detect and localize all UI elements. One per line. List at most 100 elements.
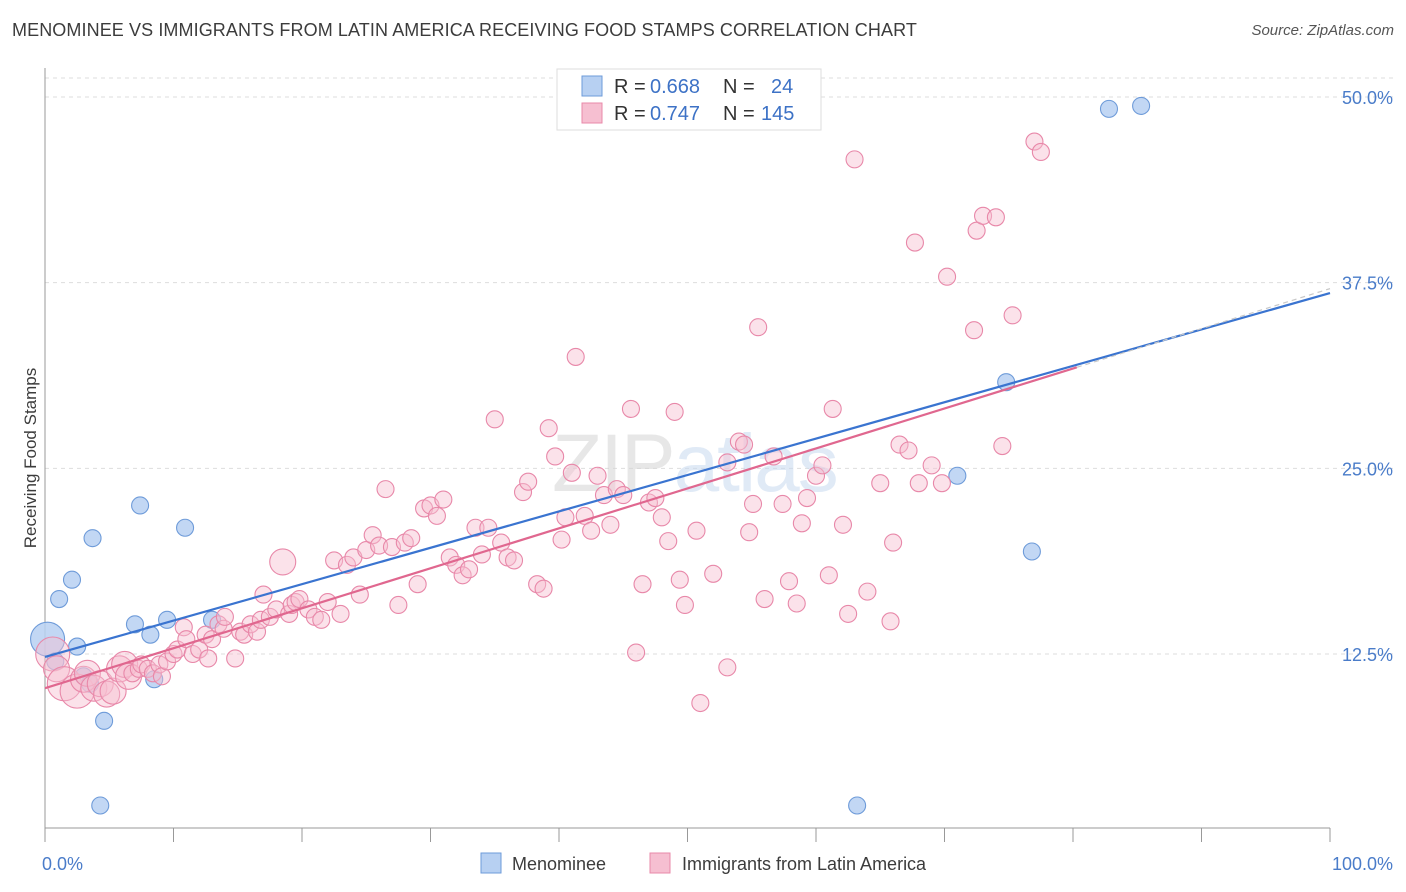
legend-label-latin-america: Immigrants from Latin America	[682, 854, 927, 874]
point-latin-america-97	[621, 399, 641, 418]
point-latin-america-139	[922, 456, 941, 475]
point-latin-america-126	[819, 566, 838, 585]
point-latin-america-131	[858, 582, 877, 601]
point-latin-america-148	[1025, 132, 1044, 151]
y-tick-labels: 12.5% 25.0% 37.5% 50.0%	[1342, 88, 1393, 665]
point-latin-america-138	[909, 474, 928, 493]
point-latin-america-81	[519, 472, 538, 491]
y-axis-label: Receiving Food Stamps	[21, 368, 40, 548]
point-latin-america-76	[485, 410, 504, 429]
point-latin-america-88	[562, 463, 581, 482]
point-latin-america-55	[350, 585, 369, 604]
point-latin-america-135	[890, 435, 909, 454]
point-latin-america-109	[704, 564, 723, 583]
source-label: Source: ZipAtlas.com	[1251, 22, 1394, 39]
point-latin-america-40	[260, 607, 279, 626]
point-latin-america-104	[665, 402, 684, 421]
point-latin-america-130	[845, 150, 864, 169]
point-latin-america-133	[881, 612, 900, 631]
point-menominee-22	[1132, 96, 1151, 115]
point-menominee-17	[848, 796, 867, 815]
y-tick-label-2: 37.5%	[1342, 274, 1393, 294]
point-latin-america-32	[215, 607, 234, 626]
trend-line-latin-america-extension	[1076, 288, 1331, 368]
point-latin-america-61	[389, 595, 408, 615]
point-menominee-8	[95, 711, 114, 730]
point-latin-america-117	[755, 589, 774, 609]
point-latin-america-99	[633, 575, 652, 594]
point-latin-america-132	[871, 474, 890, 493]
point-menominee-7	[83, 529, 102, 548]
point-latin-america-120	[779, 572, 799, 591]
point-latin-america-9	[99, 677, 127, 705]
point-latin-america-107	[687, 521, 706, 540]
point-latin-america-80	[513, 483, 533, 502]
point-latin-america-113	[734, 435, 754, 454]
point-latin-america-85	[546, 447, 565, 466]
trend-lines	[44, 288, 1331, 690]
point-latin-america-106	[675, 595, 694, 615]
point-latin-america-49	[312, 610, 331, 629]
point-latin-america-20	[158, 652, 177, 671]
point-latin-america-114	[740, 523, 759, 542]
point-latin-america-102	[652, 508, 671, 527]
x-tick-label-0: 0.0%	[42, 854, 83, 874]
y-tick-label-3: 50.0%	[1342, 88, 1393, 108]
point-latin-america-89	[566, 347, 585, 366]
point-latin-america-84	[539, 419, 558, 438]
legend-label-menominee: Menominee	[512, 854, 606, 874]
point-latin-america-72	[459, 560, 479, 579]
stats-swatch-pink	[581, 102, 603, 124]
point-latin-america-98	[627, 643, 646, 662]
point-latin-america-147	[1003, 306, 1022, 325]
point-menominee-10	[125, 615, 144, 634]
point-menominee-20	[1022, 542, 1041, 561]
point-latin-america-63	[402, 529, 421, 548]
point-menominee-11	[131, 496, 150, 515]
point-latin-america-149	[1031, 142, 1050, 162]
grid-lines	[45, 77, 1396, 655]
point-menominee-2	[50, 589, 69, 609]
x-tick-label-1: 100.0%	[1332, 854, 1393, 874]
axes	[44, 68, 1331, 842]
point-latin-america-116	[749, 318, 768, 337]
point-latin-america-141	[938, 267, 957, 286]
point-latin-america-111	[718, 658, 737, 677]
legend-swatch-latin-america	[649, 852, 671, 874]
stats-r-label-2: R =	[614, 103, 646, 125]
point-latin-america-115	[743, 494, 763, 514]
point-latin-america-124	[806, 466, 826, 485]
point-latin-america-67	[427, 506, 446, 525]
point-menominee-18	[948, 466, 967, 485]
chart-title: MENOMINEE VS IMMIGRANTS FROM LATIN AMERI…	[12, 20, 917, 40]
point-latin-america-145	[986, 208, 1005, 227]
trend-line-latin-america	[44, 366, 1078, 690]
point-latin-america-137	[905, 233, 924, 252]
stats-r-label-1: R =	[614, 76, 646, 98]
point-latin-america-146	[993, 437, 1012, 456]
stats-swatch-blue	[581, 75, 603, 97]
point-latin-america-46	[290, 589, 309, 609]
point-latin-america-142	[965, 321, 984, 340]
stats-n-label-2: N =	[723, 103, 755, 125]
point-menominee-9	[91, 796, 110, 815]
stats-box: R = 0.668 N = 24 R = 0.747 N = 145	[556, 68, 822, 131]
point-latin-america-33	[226, 649, 245, 668]
point-latin-america-112	[729, 432, 748, 451]
point-latin-america-119	[773, 494, 792, 514]
point-latin-america-140	[932, 474, 951, 493]
legend: Menominee Immigrants from Latin America	[480, 852, 927, 874]
point-latin-america-57	[363, 526, 382, 545]
stats-n-label-1: N =	[723, 76, 755, 98]
stats-n-value-2: 145	[761, 103, 794, 125]
trend-line-menominee	[44, 292, 1331, 659]
point-latin-america-127	[823, 399, 842, 418]
y-tick-label-0: 12.5%	[1342, 645, 1393, 665]
point-latin-america-73	[466, 518, 485, 537]
point-menominee-21	[1099, 99, 1119, 118]
point-latin-america-129	[839, 604, 858, 623]
point-latin-america-91	[582, 521, 601, 540]
point-latin-america-134	[884, 533, 903, 552]
stats-n-value-1: 24	[771, 76, 793, 98]
